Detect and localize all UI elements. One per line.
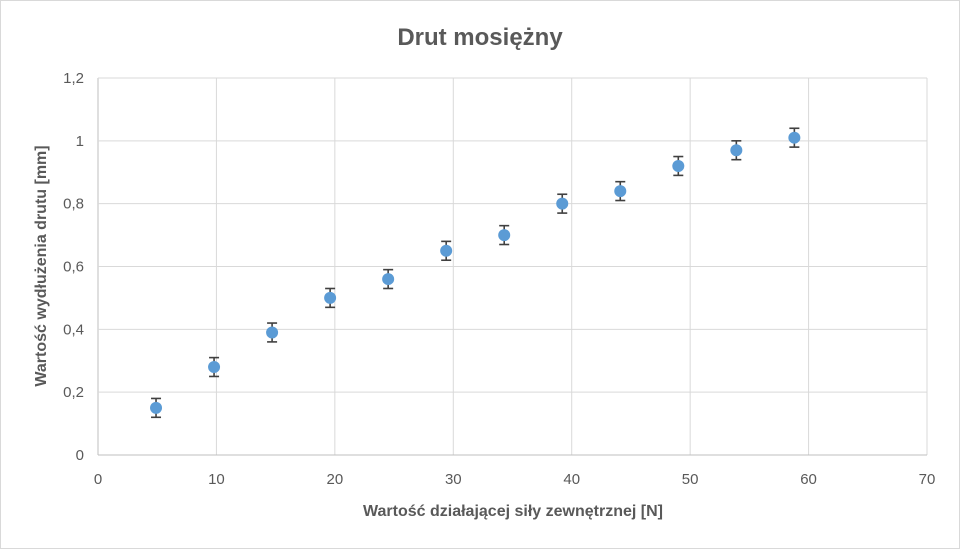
x-tick-label: 60 xyxy=(800,471,817,488)
y-tick-label: 1 xyxy=(76,133,84,150)
x-tick-label: 30 xyxy=(445,471,462,488)
x-tick-label: 50 xyxy=(682,471,699,488)
data-point xyxy=(382,273,395,286)
tick-labels: 0 10 20 30 40 50 60 70 0 0,2 0,4 0,6 0,8 1 1,2 xyxy=(63,70,935,488)
data-point xyxy=(440,244,453,257)
data-point xyxy=(208,361,221,374)
x-tick-label: 40 xyxy=(563,471,580,488)
y-tick-label: 0,2 xyxy=(63,384,84,401)
grid-lines xyxy=(97,77,928,456)
y-tick-label: 0,8 xyxy=(63,196,84,213)
x-tick-label: 70 xyxy=(919,471,936,488)
data-point xyxy=(498,229,511,242)
data-point xyxy=(730,144,743,157)
x-tick-label: 20 xyxy=(327,471,344,488)
y-tick-label: 0,6 xyxy=(63,259,84,276)
data-point xyxy=(324,291,337,304)
y-tick-label: 0,4 xyxy=(63,321,84,338)
data-point xyxy=(266,326,279,339)
chart-title: Drut mosiężny xyxy=(397,24,563,51)
data-point xyxy=(614,185,627,198)
data-point xyxy=(788,131,801,144)
y-tick-label: 1,2 xyxy=(63,70,84,87)
x-tick-label: 0 xyxy=(94,471,102,488)
y-tick-label: 0 xyxy=(76,447,84,464)
x-tick-label: 10 xyxy=(208,471,225,488)
data-point xyxy=(150,401,163,414)
y-axis-label: Wartość wydłużenia drutu [mm] xyxy=(33,145,50,386)
data-point xyxy=(672,159,685,172)
x-axis-label: Wartość działającej siły zewnętrznej [N] xyxy=(363,503,663,520)
data-point xyxy=(556,197,569,210)
error-bars xyxy=(151,127,800,419)
data-points xyxy=(150,131,801,414)
